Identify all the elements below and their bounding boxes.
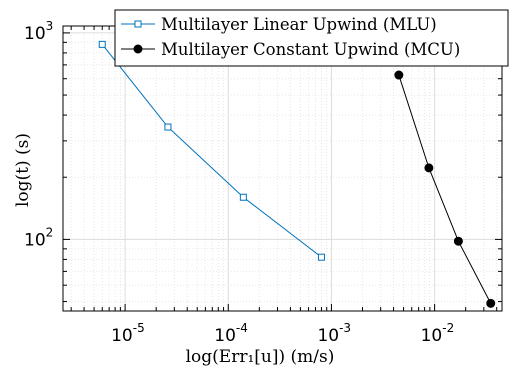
legend: Multilayer Linear Upwind (MLU) Multilaye… [114, 9, 509, 67]
data-point [424, 163, 434, 173]
x-tick-label: 10-4 [214, 321, 248, 346]
legend-label-mlu: Multilayer Linear Upwind (MLU) [161, 15, 437, 34]
legend-marker [134, 20, 142, 28]
x-tick-label: 10-3 [317, 321, 351, 346]
data-point [98, 40, 106, 48]
grid [63, 26, 502, 311]
data-point [486, 298, 496, 308]
legend-box [114, 9, 509, 67]
y-tick-label: 103 [24, 19, 53, 44]
series-line [398, 74, 492, 304]
data-point [394, 70, 404, 80]
y-axis-label: log(t) (s) [13, 133, 33, 207]
x-tick-labels: 10-5 10-4 10-3 10-2 [111, 321, 454, 346]
legend-label-mcu: Multilayer Constant Upwind (MCU) [161, 40, 460, 59]
y-tick-labels: 102 103 [24, 19, 53, 250]
data-point [239, 193, 247, 201]
y-tick-label: 102 [24, 225, 53, 250]
series-line [101, 44, 322, 258]
plot-background [63, 26, 502, 311]
x-tick-label: 10-5 [111, 321, 145, 346]
x-axis-label: log(Err₁[u]) (m/s) [186, 347, 335, 367]
data-point [453, 236, 463, 246]
data-point [317, 253, 325, 261]
x-tick-label: 10-2 [421, 321, 455, 346]
legend-marker [133, 44, 143, 54]
data-point [164, 123, 172, 131]
legend-items [121, 20, 155, 54]
series-layer [98, 40, 496, 308]
